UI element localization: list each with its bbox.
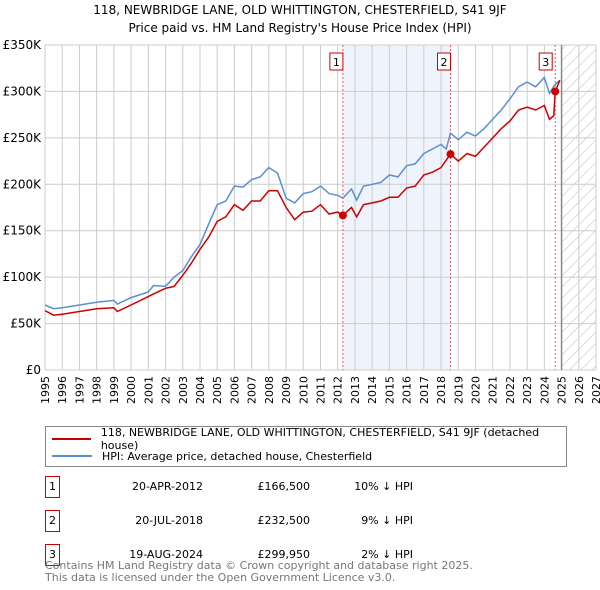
y-tick-label: £350K [3, 38, 43, 52]
sale-badge-box [538, 52, 553, 71]
sale-row: 1 20-APR-2012 £166,500 10% ↓ HPI [45, 476, 545, 498]
y-tick-label: £200K [3, 177, 43, 191]
x-tick-label: 2024 [538, 376, 551, 404]
x-tick-label: 2015 [383, 376, 396, 404]
x-tick-label: 2012 [332, 376, 345, 404]
sale-marker-badge: 2 [45, 510, 60, 532]
x-tick-label: 1995 [39, 376, 52, 404]
x-tick-label: 2001 [142, 376, 155, 404]
hpi-line [44, 76, 561, 310]
y-tick-label: £250K [3, 131, 43, 145]
legend-label: 118, NEWBRIDGE LANE, OLD WHITTINGTON, CH… [100, 426, 540, 452]
sale-marker-badge: 3 [45, 544, 60, 566]
legend: 118, NEWBRIDGE LANE, OLD WHITTINGTON, CH… [45, 426, 567, 467]
sale-row: 2 20-JUL-2018 £232,500 9% ↓ HPI [45, 510, 545, 532]
x-tick-label: 2002 [160, 376, 173, 404]
x-tick-label: 2018 [435, 376, 448, 404]
x-tick-label: 2010 [297, 376, 310, 404]
x-tick-label: 1996 [56, 376, 69, 404]
x-tick-label: 2023 [521, 376, 534, 404]
sale-date: 20-APR-2012 [131, 480, 203, 493]
x-tick-label: 2006 [228, 376, 241, 404]
sale-price: £166,500 [257, 480, 311, 493]
chart-title: 118, NEWBRIDGE LANE, OLD WHITTINGTON, CH… [93, 3, 507, 17]
legend-red-line [52, 438, 91, 440]
sale-date: 19-AUG-2024 [129, 548, 203, 561]
sale-point [551, 87, 560, 96]
x-tick-label: 2009 [280, 376, 293, 404]
price-chart: 1995 1996 1997 1998 1999 2000 2001 2002 2003 2004… [3, 38, 600, 404]
x-tick-label: 2007 [246, 376, 259, 404]
sale-hpi-diff: 2% ↓ HPI [361, 548, 413, 561]
sale-date: 20-JUL-2018 [135, 514, 203, 527]
x-tick-label: 2025 [556, 376, 569, 404]
y-tick-label: £0 [26, 363, 41, 377]
sale-point [446, 150, 455, 159]
sale-badge-label: 2 [441, 56, 448, 69]
sale-marker-badge: 1 [45, 476, 60, 498]
sale-hpi-diff: 10% ↓ HPI [354, 480, 413, 493]
x-tick-label: 2027 [590, 376, 600, 404]
sale-price: £232,500 [257, 514, 311, 527]
sale-hpi-diff: 9% ↓ HPI [361, 514, 413, 527]
sale-badge-box [437, 52, 452, 71]
chart-subtitle: Price paid vs. HM Land Registry's House … [128, 21, 472, 35]
x-tick-label: 2004 [194, 376, 207, 404]
x-tick-label: 1997 [73, 376, 86, 404]
x-tick-label: 2019 [452, 376, 465, 404]
x-tick-label: 2026 [573, 376, 586, 404]
legend-blue-line [52, 455, 92, 457]
sale-badge-label: 3 [542, 56, 549, 69]
x-tick-label: 1998 [91, 376, 104, 404]
x-tick-label: 2000 [125, 376, 138, 404]
legend-label: HPI: Average price, detached house, Ches… [102, 449, 373, 463]
x-tick-label: 2011 [315, 376, 328, 404]
footer-licence: This data is licensed under the Open Gov… [45, 571, 396, 584]
x-tick-label: 2016 [401, 376, 414, 404]
y-tick-label: £150K [3, 224, 43, 238]
legend-item-hpi: HPI: Average price, detached house, Ches… [52, 448, 372, 464]
sale-point [338, 211, 347, 220]
y-tick-label: £300K [3, 84, 43, 98]
x-tick-label: 2020 [469, 376, 482, 404]
sale-badge-label: 1 [333, 56, 340, 69]
footer-copyright: Contains HM Land Registry data © Crown c… [45, 559, 473, 572]
x-tick-label: 2017 [418, 376, 431, 404]
sale-row: 3 19-AUG-2024 £299,950 2% ↓ HPI [45, 544, 545, 566]
x-tick-label: 2003 [177, 376, 190, 404]
x-tick-label: 2022 [504, 376, 517, 404]
x-tick-label: 2008 [263, 376, 276, 404]
property-price-line [44, 80, 561, 316]
x-tick-label: 2021 [487, 376, 500, 404]
x-tick-label: 2005 [211, 376, 224, 404]
y-tick-label: £50K [10, 317, 42, 331]
legend-item-property: 118, NEWBRIDGE LANE, OLD WHITTINGTON, CH… [52, 426, 566, 452]
x-tick-label: 1999 [108, 376, 121, 404]
x-tick-label: 2014 [366, 376, 379, 404]
sale-badge-box [329, 52, 344, 71]
y-tick-label: £100K [3, 270, 43, 284]
shaded-period [342, 45, 451, 370]
sale-price: £299,950 [257, 548, 311, 561]
x-tick-label: 2013 [349, 376, 362, 404]
